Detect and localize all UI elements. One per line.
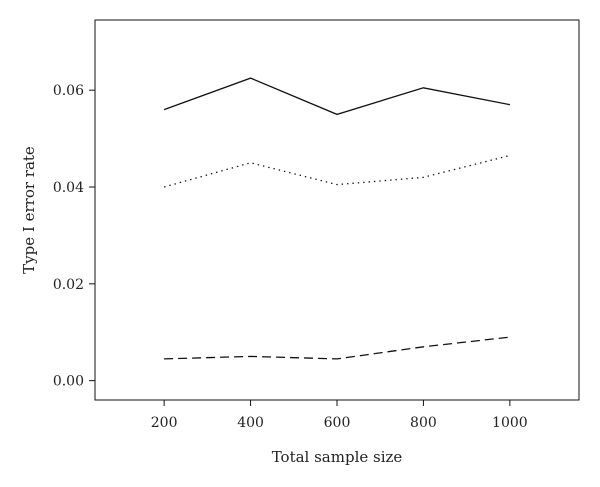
x-axis: 200 400 600 800 1000: [151, 400, 528, 431]
x-tick-label: 200: [151, 415, 178, 431]
y-axis-title: Type I error rate: [20, 146, 38, 274]
series-line-solid: [163, 77, 511, 116]
y-tick-label: 0.04: [53, 180, 84, 196]
x-axis-title: Total sample size: [272, 448, 403, 466]
plot-frame: [94, 19, 580, 401]
x-tick-label: 1000: [492, 415, 528, 431]
x-tick-label: 400: [237, 415, 264, 431]
y-tick-label: 0.02: [53, 277, 84, 293]
x-tick-label: 600: [324, 415, 351, 431]
series-line-dotted: [163, 154, 511, 188]
y-tick-label: 0.06: [53, 83, 84, 99]
y-tick-label: 0.00: [53, 374, 84, 390]
y-axis: 0.00 0.02 0.04 0.06: [53, 83, 95, 390]
series-layer: [163, 77, 511, 360]
x-tick-label: 800: [410, 415, 437, 431]
series-line-dashed: [164, 336, 510, 360]
